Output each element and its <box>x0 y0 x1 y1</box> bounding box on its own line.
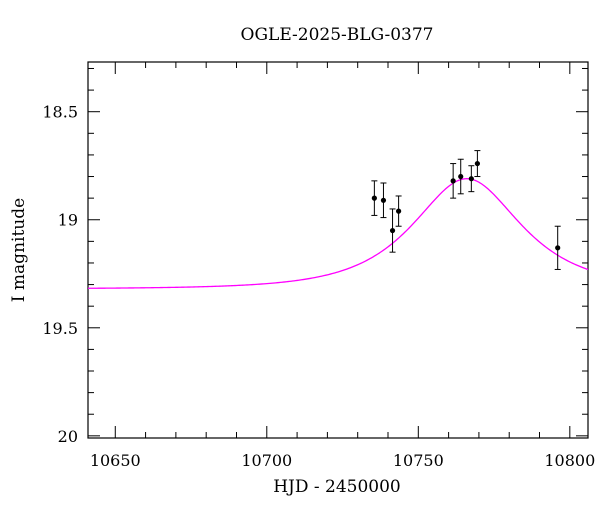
y-tick-label: 20 <box>58 427 78 446</box>
data-points-layer <box>371 150 561 270</box>
y-tick-label: 19.5 <box>42 319 78 338</box>
x-axis-label: HJD - 2450000 <box>273 477 401 497</box>
y-axis-label: I magnitude <box>9 198 29 302</box>
data-point <box>389 227 396 234</box>
x-axis-ticks <box>114 62 571 438</box>
y-tick-label: 18.5 <box>42 103 78 122</box>
data-point <box>371 195 377 201</box>
model-curve <box>87 178 589 289</box>
y-axis-ticks <box>88 67 588 437</box>
x-tick-label: 10650 <box>90 451 141 470</box>
plot-frame <box>87 61 589 439</box>
data-point <box>380 197 387 203</box>
x-axis-tick-labels: 10650 10700 10750 10800 <box>90 451 595 470</box>
chart-title: OGLE-2025-BLG-0377 <box>241 25 434 45</box>
data-point <box>458 173 464 180</box>
data-point <box>450 178 456 184</box>
x-tick-label: 10700 <box>241 451 292 470</box>
x-tick-label: 10800 <box>544 451 595 470</box>
data-point <box>396 208 402 214</box>
data-point <box>468 176 474 182</box>
y-tick-label: 19 <box>58 211 78 230</box>
data-point <box>555 245 561 251</box>
model-curve-layer <box>87 178 589 289</box>
data-point <box>474 160 480 167</box>
y-axis-tick-labels: 18.5 19 19.5 20 <box>42 103 78 446</box>
x-tick-label: 10750 <box>393 451 444 470</box>
